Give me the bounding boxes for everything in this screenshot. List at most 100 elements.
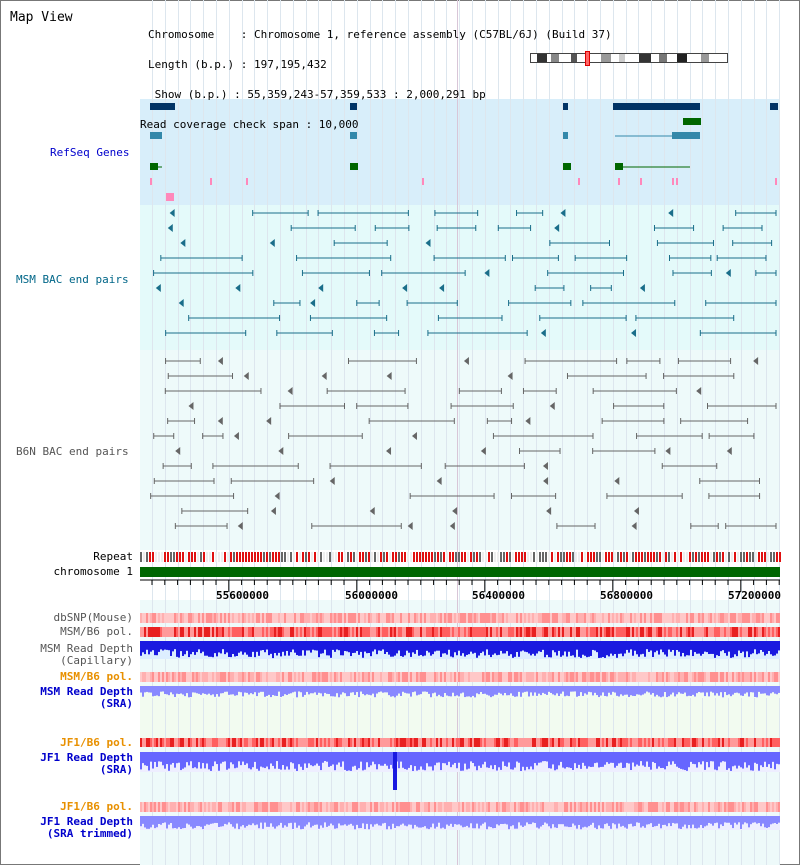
polymorphism-bin: [150, 738, 152, 747]
polymorphism-bin: [156, 738, 158, 747]
polymorphism-bin: [648, 738, 650, 747]
repeat-segment: [158, 552, 160, 562]
depth-bar: [728, 816, 730, 823]
polymorphism-bin: [408, 802, 410, 812]
polymorphism-bin: [182, 613, 184, 623]
label-msm-read-depth[interactable]: MSM Read Depth: [40, 642, 133, 655]
polymorphism-bin: [554, 613, 556, 623]
repeat-segment: [452, 552, 454, 562]
polymorphism-bin: [202, 627, 204, 637]
polymorphism-bin: [316, 738, 318, 747]
label-b6n-bac[interactable]: B6N BAC end pairs: [16, 445, 129, 458]
depth-bar: [186, 816, 188, 824]
polymorphism-bin: [488, 672, 490, 682]
gridline: [498, 0, 499, 865]
repeat-segment: [365, 552, 367, 562]
label-repeat[interactable]: Repeat: [93, 550, 133, 563]
polymorphism-bin: [148, 672, 150, 682]
polymorphism-bin: [728, 672, 730, 682]
polymorphism-bin: [348, 627, 350, 637]
label-dbsnp[interactable]: dbSNP(Mouse): [53, 611, 133, 624]
repeat-segment: [149, 552, 151, 562]
label-jf1-read-depth-2[interactable]: JF1 Read Depth: [40, 815, 133, 828]
depth-bar: [434, 641, 436, 652]
polymorphism-bin: [290, 627, 292, 637]
gridline: [357, 0, 358, 865]
polymorphism-bin: [602, 738, 604, 747]
polymorphism-bin: [696, 627, 698, 637]
label-chromosome[interactable]: chromosome 1: [53, 565, 133, 578]
repeat-segment: [467, 552, 469, 562]
depth-bar: [586, 752, 588, 769]
polymorphism-bin: [328, 738, 330, 747]
depth-bar: [560, 816, 562, 825]
polymorphism-bin: [446, 613, 448, 623]
polymorphism-bin: [514, 802, 516, 812]
label-msm-b6-pol[interactable]: MSM/B6 pol.: [60, 625, 133, 638]
polymorphism-bin: [198, 738, 200, 747]
depth-bar: [214, 686, 216, 697]
label-msm-b6-pol-2[interactable]: MSM/B6 pol.: [60, 670, 133, 683]
label-jf1-b6-pol[interactable]: JF1/B6 pol.: [60, 736, 133, 749]
polymorphism-bin: [224, 738, 226, 747]
label-msm-read-depth-2[interactable]: MSM Read Depth: [40, 685, 133, 698]
polymorphism-bin: [220, 627, 222, 637]
ideogram-position-marker[interactable]: [585, 51, 590, 66]
polymorphism-bin: [398, 672, 400, 682]
label-jf1-b6-pol-2[interactable]: JF1/B6 pol.: [60, 800, 133, 813]
polymorphism-bin: [658, 613, 660, 623]
polymorphism-bin: [306, 738, 308, 747]
depth-bar: [404, 686, 406, 693]
repeat-segment: [626, 552, 628, 562]
polymorphism-bin: [344, 627, 346, 637]
chromosome-ideogram[interactable]: [530, 51, 728, 66]
depth-bar: [726, 752, 728, 770]
depth-bar: [668, 752, 670, 762]
depth-bar: [218, 816, 220, 827]
polymorphism-bin: [520, 627, 522, 637]
repeat-segment: [734, 552, 736, 562]
polymorphism-bin: [486, 738, 488, 747]
polymorphism-bin: [664, 627, 666, 637]
label-refseq-genes[interactable]: RefSeq Genes: [50, 146, 130, 159]
polymorphism-bin: [342, 738, 344, 747]
depth-bar: [572, 686, 574, 692]
depth-bar: [380, 752, 382, 766]
polymorphism-bin: [178, 738, 180, 747]
b6n-bac-pair: [543, 477, 549, 485]
depth-bar: [766, 686, 768, 696]
polymorphism-bin: [200, 738, 202, 747]
depth-bar: [540, 641, 542, 652]
depth-bar: [174, 641, 176, 650]
depth-bar: [686, 641, 688, 656]
depth-bar: [586, 816, 588, 828]
polymorphism-bin: [406, 738, 408, 747]
depth-bar: [452, 686, 454, 693]
depth-bar: [414, 752, 416, 767]
label-jf1-read-depth[interactable]: JF1 Read Depth: [40, 751, 133, 764]
depth-bar: [544, 752, 546, 762]
repeat-segment: [575, 552, 577, 562]
depth-bar: [160, 641, 162, 650]
depth-bar: [180, 816, 182, 829]
depth-bar: [476, 816, 478, 824]
msm-bac-pair: [235, 284, 241, 292]
depth-bar: [562, 641, 564, 656]
polymorphism-bin: [362, 738, 364, 747]
polymorphism-bin: [268, 672, 270, 682]
label-msm-bac[interactable]: MSM BAC end pairs: [16, 273, 129, 286]
polymorphism-bin: [606, 738, 608, 747]
repeat-segment: [182, 552, 184, 562]
polymorphism-bin: [696, 738, 698, 747]
depth-bar: [584, 686, 586, 694]
depth-bar: [702, 752, 704, 762]
polymorphism-bin: [636, 738, 638, 747]
depth-bar: [420, 816, 422, 828]
depth-bar: [378, 816, 380, 826]
polymorphism-bin: [312, 802, 314, 812]
polymorphism-bin: [612, 802, 614, 812]
repeat-segment: [305, 552, 307, 562]
polymorphism-bin: [732, 802, 734, 812]
depth-bar: [662, 641, 664, 653]
